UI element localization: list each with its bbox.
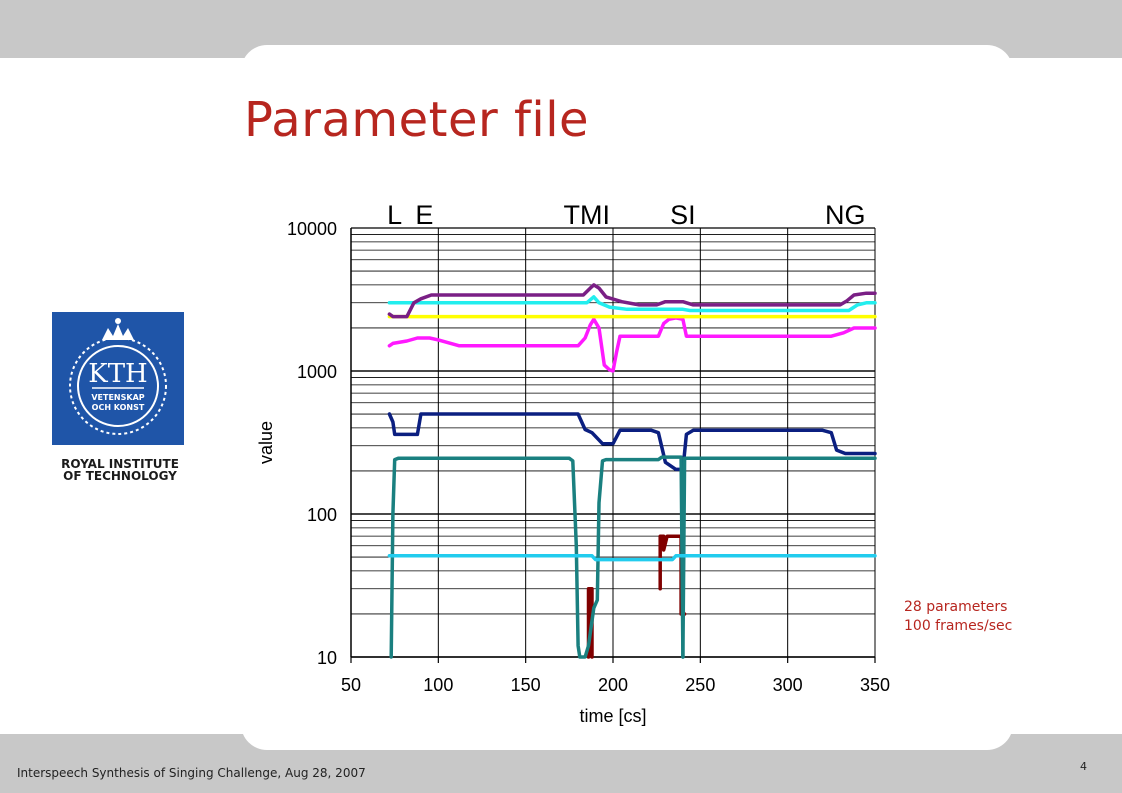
parameter-chart: 50 100 150 200 250 300 350 10 100 1000 10000 time [… (256, 200, 890, 726)
logo-text: KTH (88, 359, 147, 389)
y-tick-label: 10 (317, 648, 337, 668)
series-f5-line (387, 283, 877, 319)
phoneme-label: SI (670, 200, 696, 230)
logo-caption-line1: ROYAL INSTITUTE (61, 457, 179, 471)
y-tick-label: 100 (307, 505, 337, 525)
x-axis-label: time [cs] (579, 706, 646, 726)
slide-title: Parameter file (244, 92, 590, 148)
note-line2: 100 frames/sec (904, 618, 1013, 634)
note-line1: 28 parameters (904, 599, 1008, 615)
phoneme-label: TMI (564, 200, 611, 230)
logo-caption: ROYAL INSTITUTE OF TECHNOLOGY (56, 458, 184, 482)
phoneme-label: L (387, 200, 402, 230)
page-number: 4 (1080, 760, 1087, 773)
x-tick-label: 150 (511, 675, 541, 695)
phoneme-label: NG (825, 200, 866, 230)
x-tick-label: 50 (341, 675, 361, 695)
series-f4-line (387, 295, 877, 313)
x-tick-label: 200 (598, 675, 628, 695)
x-tick-label: 350 (860, 675, 890, 695)
kth-logo: KTH VETENSKAP OCH KONST (52, 312, 184, 445)
x-tick-label: 100 (423, 675, 453, 695)
series-f0-midi-line (387, 554, 877, 562)
phoneme-label: E (415, 200, 433, 230)
series-a0-line (389, 455, 685, 659)
y-tick-label: 1000 (297, 362, 337, 382)
footer-text: Interspeech Synthesis of Singing Challen… (17, 766, 366, 780)
y-axis-label: value (256, 421, 276, 464)
series-f1-line (387, 412, 877, 472)
logo-sub1: VETENSKAP (91, 393, 144, 402)
logo-sub2: OCH KONST (92, 403, 145, 412)
parameter-note: 28 parameters 100 frames/sec (904, 598, 1012, 636)
series-f2-line (387, 316, 877, 373)
kth-seal-icon: KTH VETENSKAP OCH KONST (69, 318, 167, 435)
series-a0-line (681, 456, 877, 659)
y-tick-label: 10000 (287, 219, 337, 239)
x-tick-label: 250 (685, 675, 715, 695)
logo-caption-line2: OF TECHNOLOGY (63, 469, 177, 483)
x-tick-label: 300 (773, 675, 803, 695)
